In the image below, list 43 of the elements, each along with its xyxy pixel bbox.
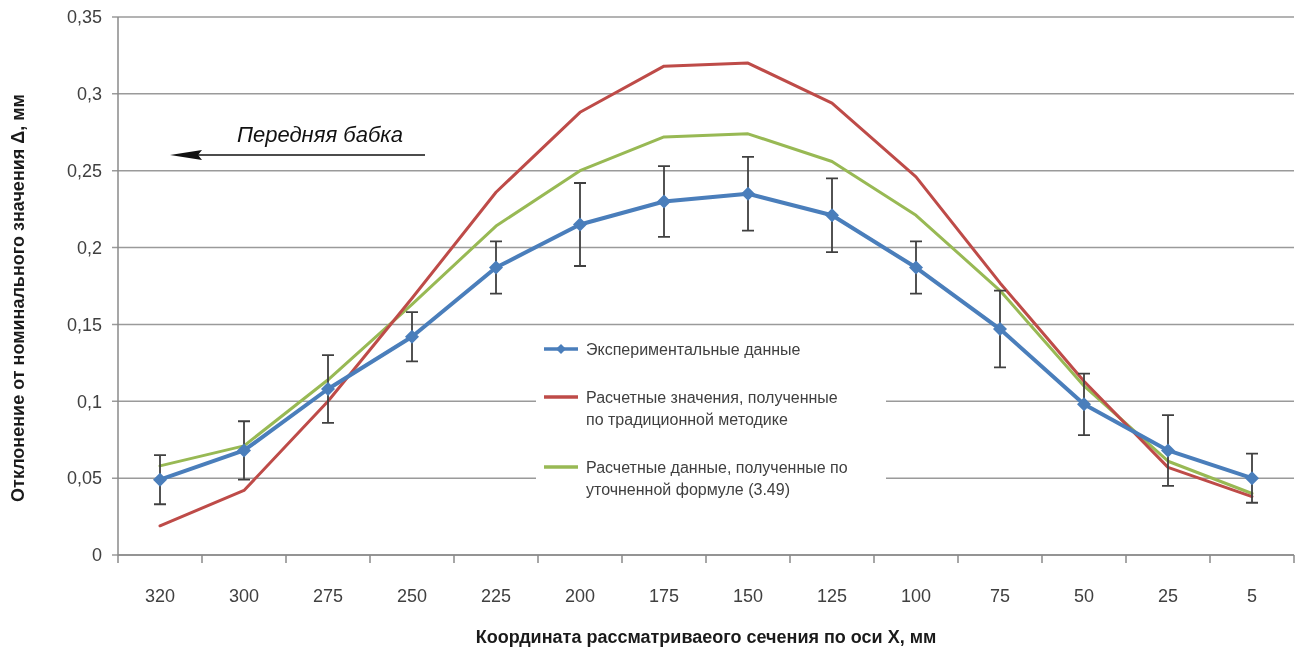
annotation: Передняя бабка [237, 122, 403, 147]
point [153, 472, 167, 487]
x-tick-label: 75 [989, 586, 1011, 606]
point [993, 322, 1007, 337]
point [909, 260, 923, 275]
y-tick-label: 0,25 [66, 161, 102, 182]
legend-label: Экспериментальные данные [586, 341, 801, 358]
y-tick-label: 0 [91, 545, 102, 566]
point [321, 381, 335, 396]
x-tick-label: 125 [816, 586, 848, 606]
point [237, 443, 251, 458]
point [825, 208, 839, 223]
x-tick-label: 175 [648, 586, 680, 606]
x-tick-label: 150 [732, 586, 764, 606]
x-tick-label: 25 [1157, 586, 1179, 606]
legend-label: Расчетные данные, полученные по уточненной формуле (3.49) [586, 459, 848, 498]
x-tick-label: 225 [480, 586, 512, 606]
y-tick-label: 0,15 [66, 314, 102, 335]
x-tick-label: 300 [228, 586, 260, 606]
point [1245, 471, 1259, 486]
point [657, 194, 671, 209]
x-tick-label: 275 [312, 586, 344, 606]
point [741, 186, 755, 201]
y-tick-label: 0,2 [76, 237, 102, 258]
point [1161, 443, 1175, 458]
point [573, 217, 587, 232]
x-tick-label: 200 [564, 586, 596, 606]
y-tick-label: 0,1 [76, 391, 102, 412]
y-tick-label: 0,05 [66, 468, 102, 489]
x-tick-label: 100 [900, 586, 932, 606]
y-tick-label: 0,35 [66, 7, 102, 28]
point [405, 329, 419, 344]
point [1077, 397, 1091, 412]
x-tick-label: 5 [1246, 586, 1258, 606]
legend-label: Расчетные значения, полученные по традиционной методике [586, 389, 838, 428]
x-tick-label: 250 [396, 586, 428, 606]
y-axis-title: Отклонение от номинального значения Δ, мм [8, 94, 28, 502]
line-series [158, 61, 1254, 528]
x-tick-label: 50 [1073, 586, 1095, 606]
point [489, 260, 503, 275]
x-axis-title: Координата рассматриваеого сечения по оси Х, мм [475, 627, 937, 647]
x-tick-label: 320 [144, 586, 176, 606]
y-tick-label: 0,3 [76, 84, 102, 105]
